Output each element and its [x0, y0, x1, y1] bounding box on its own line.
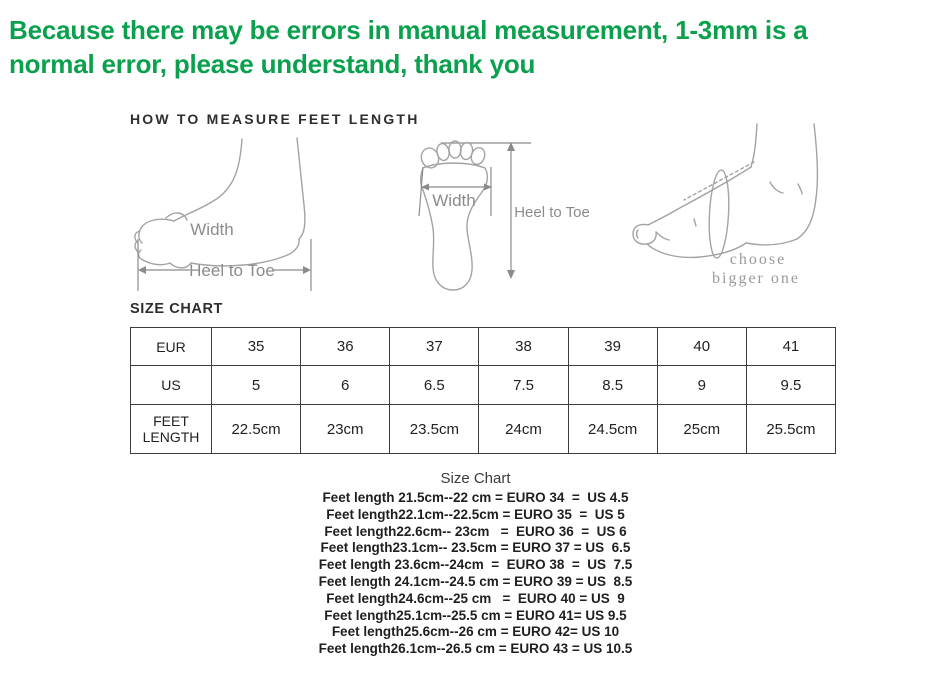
- size-chart-table: EUR 35 36 37 38 39 40 41 US 5 6 6.5 7.5 …: [130, 327, 837, 454]
- table-cell-feet-4: 24.5cm: [567, 404, 658, 454]
- row-label-us: US: [130, 365, 212, 405]
- arrow-right-icon: [484, 183, 492, 191]
- disclaimer-heading: Because there may be errors in manual me…: [9, 13, 947, 81]
- side-width-label: Width: [190, 220, 233, 239]
- table-row-us: US 5 6 6.5 7.5 8.5 9 9.5: [130, 365, 837, 405]
- row-label-feet-length: FEET LENGTH: [130, 404, 212, 454]
- arrow-down-icon: [507, 270, 515, 279]
- disclaimer-line-1: Because there may be errors in manual me…: [9, 15, 808, 45]
- arrow-left-icon: [138, 266, 146, 274]
- conversion-line-1: Feet length22.1cm--22.5cm = EURO 35 = US…: [326, 506, 625, 522]
- sole-foot-illustration: Width Heel to Toe: [418, 140, 590, 291]
- conversion-line-2: Feet length22.6cm-- 23cm = EURO 36 = US …: [324, 523, 627, 539]
- table-cell-eur-0: 35: [210, 327, 302, 366]
- conversion-line-9: Feet length26.1cm--26.5 cm = EURO 43 = U…: [318, 641, 633, 657]
- conversion-line-3: Feet length23.1cm-- 23.5cm = EURO 37 = U…: [320, 540, 631, 556]
- conversion-line-0: Feet length 21.5cm--22 cm = EURO 34 = US…: [322, 490, 629, 505]
- table-cell-feet-5: 25cm: [656, 404, 747, 454]
- row-label-eur: EUR: [130, 327, 212, 366]
- table-cell-us-3: 7.5: [478, 365, 569, 405]
- table-cell-us-4: 8.5: [567, 365, 658, 405]
- table-cell-eur-3: 38: [478, 327, 569, 366]
- table-cell-us-6: 9.5: [745, 365, 837, 405]
- tape-foot-illustration: choose bigger one: [632, 123, 819, 287]
- table-cell-feet-0: 22.5cm: [210, 404, 302, 454]
- table-cell-feet-2: 23.5cm: [389, 404, 480, 454]
- table-cell-us-1: 6: [300, 365, 391, 405]
- size-chart-title: SIZE CHART: [130, 301, 223, 317]
- conversion-line-7: Feet length25.1cm--25.5 cm = EURO 41= US…: [324, 607, 627, 623]
- arrow-up-icon: [507, 142, 515, 151]
- conversion-line-8: Feet length25.6cm--26 cm = EURO 42= US 1…: [331, 624, 620, 640]
- side-foot-illustration: Width Heel to Toe: [134, 137, 312, 291]
- measure-section-title: HOW TO MEASURE FEET LENGTH: [130, 111, 420, 127]
- arrow-left-icon: [421, 183, 429, 191]
- side-heel-to-toe-label: Heel to Toe: [189, 261, 275, 280]
- table-cell-eur-1: 36: [300, 327, 391, 366]
- conversion-list: Size Chart Feet length 21.5cm--22 cm = E…: [0, 470, 951, 658]
- measuring-tape-icon: [708, 169, 730, 259]
- sole-heel-to-toe-label: Heel to Toe: [514, 204, 590, 221]
- table-cell-eur-4: 39: [567, 327, 658, 366]
- tape-note-line-1: choose: [730, 251, 786, 268]
- table-cell-feet-6: 25.5cm: [745, 404, 837, 454]
- table-cell-eur-6: 41: [745, 327, 837, 366]
- table-cell-us-0: 5: [210, 365, 302, 405]
- disclaimer-line-2: normal error, please understand, thank y…: [9, 49, 536, 79]
- conversion-line-6: Feet length24.6cm--25 cm = EURO 40 = US …: [326, 590, 625, 606]
- table-cell-us-5: 9: [656, 365, 747, 405]
- table-cell-eur-5: 40: [656, 327, 747, 366]
- sole-width-label: Width: [432, 191, 475, 210]
- conversion-line-4: Feet length 23.6cm--24cm = EURO 38 = US …: [318, 557, 633, 573]
- table-row-feet-length: FEET LENGTH 22.5cm 23cm 23.5cm 24cm 24.5…: [130, 404, 837, 454]
- conversion-list-title: Size Chart: [440, 470, 511, 487]
- table-cell-eur-2: 37: [389, 327, 480, 366]
- tape-note-line-2: bigger one: [712, 270, 800, 287]
- table-row-eur: EUR 35 36 37 38 39 40 41: [130, 327, 837, 366]
- table-cell-feet-3: 24cm: [478, 404, 569, 454]
- table-cell-feet-1: 23cm: [300, 404, 391, 454]
- conversion-line-5: Feet length 24.1cm--24.5 cm = EURO 39 = …: [318, 573, 633, 589]
- table-cell-us-2: 6.5: [389, 365, 480, 405]
- arrow-right-icon: [303, 266, 311, 274]
